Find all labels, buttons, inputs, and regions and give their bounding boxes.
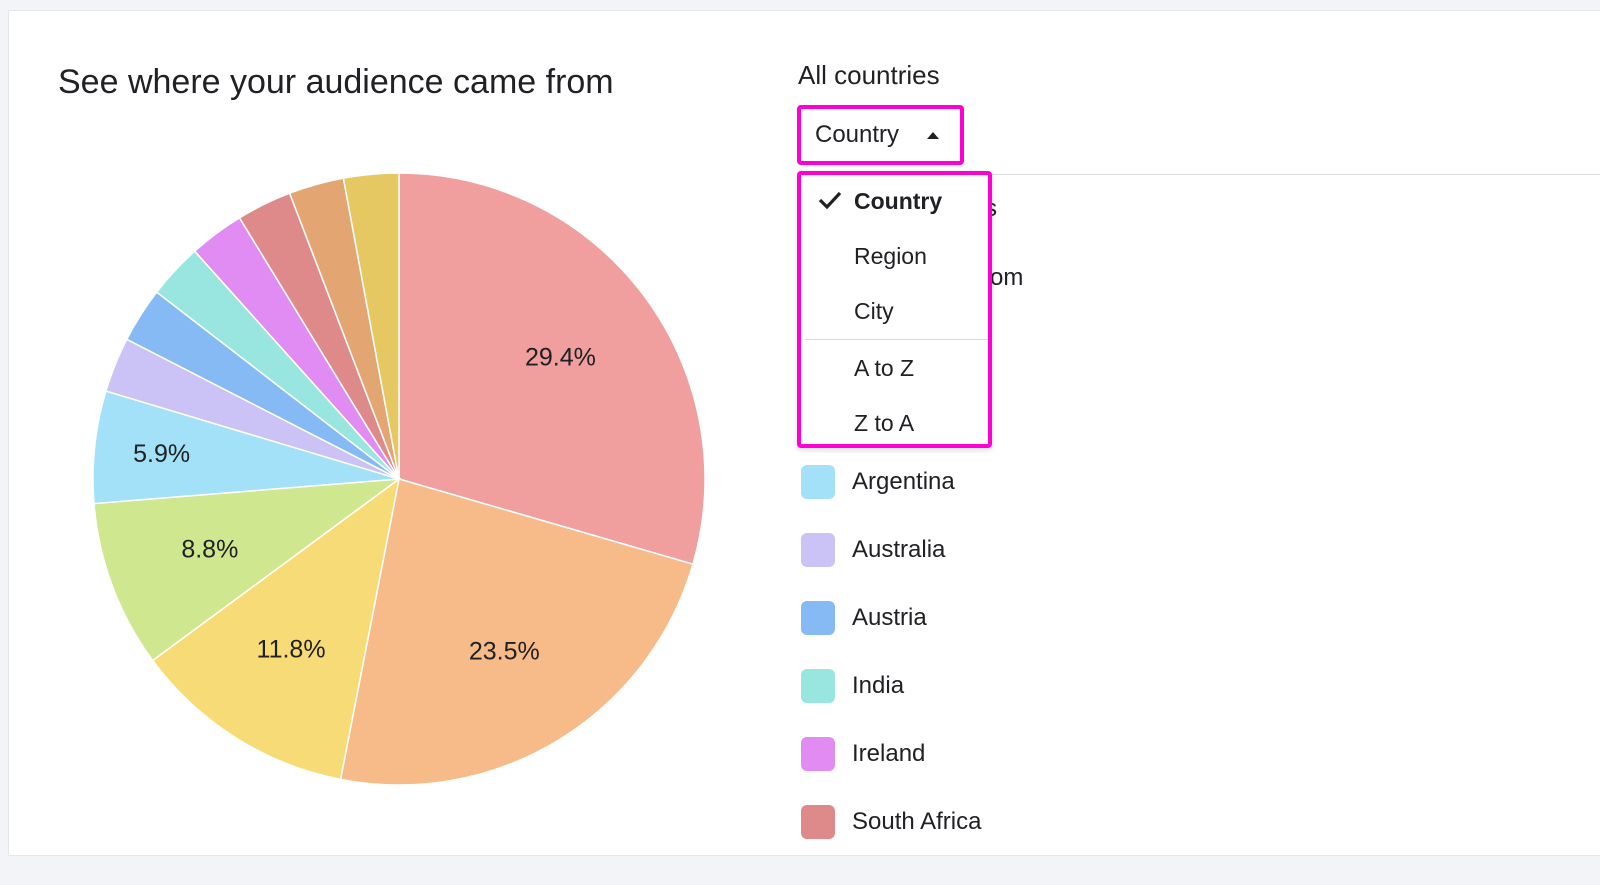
pie-chart: 29.4% 23.5% 11.8% 8.8% 5.9% (79, 159, 719, 799)
legend-label: India (852, 672, 905, 699)
legend-label: South Africa (852, 808, 982, 835)
legend-item-ireland[interactable]: Ireland (801, 736, 925, 772)
pie-slice-label-3: 8.8% (181, 536, 238, 564)
dimension-dropdown-value: Country (815, 121, 900, 148)
pie-slice-3[interactable] (93, 478, 402, 662)
menu-item-label: Region (854, 242, 927, 269)
legend-swatch (801, 669, 835, 703)
menu-item-city[interactable]: City (801, 287, 988, 335)
pie-slice-label-2: 11.8% (257, 636, 326, 664)
menu-divider (805, 339, 988, 340)
legend-swatch (801, 805, 835, 839)
legend-label: Australia (852, 536, 946, 563)
pie-chart-svg: 29.4% 23.5% 11.8% 8.8% 5.9% (92, 172, 706, 786)
legend-item-south-africa[interactable]: South Africa (801, 804, 981, 840)
card-title: See where your audience came from (58, 63, 614, 101)
pie-slice-label-1: 23.5% (469, 637, 540, 665)
legend-swatch (801, 465, 835, 499)
pie-slice-1[interactable] (339, 478, 694, 786)
dimension-dropdown-menu: Country Region City A to Z Z to A (797, 171, 992, 448)
filter-label: All countries (798, 60, 940, 90)
legend-swatch (801, 737, 835, 771)
pie-slice-0[interactable] (398, 172, 706, 566)
legend-swatch (801, 601, 835, 635)
legend-label: Argentina (852, 468, 955, 495)
pie-slice-label-0: 29.4% (525, 344, 596, 372)
legend-item-australia[interactable]: Australia (801, 532, 945, 568)
menu-item-sort-a-z[interactable]: A to Z (801, 344, 988, 392)
check-icon (818, 191, 842, 210)
menu-item-label: City (854, 297, 894, 324)
caret-up-icon (927, 131, 940, 139)
menu-item-label: Country (854, 187, 943, 214)
dimension-dropdown[interactable]: Country (797, 105, 964, 165)
menu-item-label: A to Z (854, 354, 915, 381)
obscured-text-fragment: om (990, 264, 1024, 291)
menu-item-country[interactable]: Country (801, 177, 988, 225)
legend-label: Ireland (852, 740, 926, 767)
pie-slice-11[interactable] (342, 172, 400, 480)
legend-item-argentina[interactable]: Argentina (801, 464, 955, 500)
menu-item-region[interactable]: Region (801, 232, 988, 280)
pie-slice-label-4: 5.9% (133, 440, 190, 468)
menu-item-label: Z to A (854, 409, 915, 436)
legend-swatch (801, 533, 835, 567)
legend-label: Austria (852, 604, 927, 631)
menu-item-sort-z-a[interactable]: Z to A (801, 399, 988, 447)
legend-item-india[interactable]: India (801, 668, 904, 704)
legend-item-austria[interactable]: Austria (801, 600, 927, 636)
header-divider (990, 174, 1600, 175)
pie-slice-2[interactable] (151, 477, 401, 781)
